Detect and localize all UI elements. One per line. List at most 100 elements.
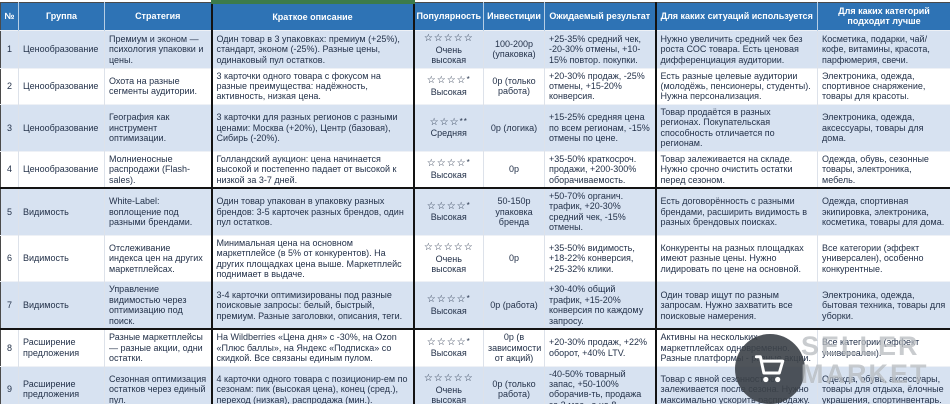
popularity-stars: ☆☆☆**	[419, 117, 480, 129]
star-filled-icon: ☆	[433, 242, 444, 254]
cell-result: -40-50% товарный запас, +50-100% оборачи…	[544, 365, 656, 404]
cell-situations: Один товар ищут по разным запросам. Нужн…	[654, 281, 818, 330]
star-filled-icon: ☆	[463, 242, 474, 254]
star-filled-icon: ☆	[456, 294, 467, 306]
star-empty-icon: *	[463, 116, 468, 126]
cell-popularity: ☆☆☆☆* Высокая	[413, 281, 484, 330]
cell-strategy: White-Label: воплощение под разными брен…	[104, 186, 212, 236]
cell-num: 4	[0, 150, 19, 188]
star-filled-icon: ☆	[443, 242, 454, 254]
cell-categories: Одежда, спортивная экипировка, электрони…	[817, 186, 950, 236]
cell-popularity: ☆☆☆☆* Высокая	[413, 186, 484, 236]
cell-categories: Косметика, подарки, чай/кофе, витамины, …	[817, 30, 950, 69]
star-filled-icon: ☆	[446, 75, 457, 87]
cell-description: 3 карточки одного товара с фокусом на ра…	[210, 67, 415, 105]
popularity-label: Очень высокая	[431, 44, 467, 66]
popularity-stars: ☆☆☆☆☆	[419, 373, 480, 385]
cell-result: +50-70% органич. трафик, +20-30% средний…	[544, 186, 656, 236]
star-filled-icon: ☆	[456, 200, 467, 212]
column-header-categories: Для каких категорий подходит лучше	[817, 2, 950, 31]
cell-investment: 0р	[483, 150, 545, 188]
cell-situations: Есть разные целевые аудитории (молодёжь,…	[654, 67, 818, 105]
cell-description: На Wildberries «Цена дня» с -30%, на Ozo…	[210, 328, 415, 366]
cell-categories: Электроника, одежда, бытовая техника, то…	[817, 281, 950, 330]
cell-strategy: Разные маркетплейсы — разные акции, одни…	[104, 328, 212, 366]
popularity-stars: ☆☆☆☆*	[419, 75, 480, 87]
cell-situations: Активны на нескольких маркетплейсах одно…	[654, 328, 818, 366]
cell-description: Голландский аукцион: цена начинается выс…	[210, 150, 415, 188]
star-filled-icon: ☆	[439, 116, 450, 128]
cell-num: 1	[0, 30, 19, 69]
table-row: 8 Расширение предложения Разные маркетплей…	[0, 328, 950, 366]
cell-popularity: ☆☆☆☆* Высокая	[413, 150, 484, 188]
star-empty-icon: *	[466, 294, 471, 304]
cell-investment: 50-150р упаковка бренда	[483, 186, 545, 236]
table-row: 6 Видимость Отслеживание индекса цен на др…	[0, 234, 950, 282]
star-filled-icon: ☆	[426, 294, 437, 306]
star-filled-icon: ☆	[463, 373, 474, 385]
cell-strategy: Управление видимостью через оптимизацию …	[104, 281, 212, 330]
cell-popularity: ☆☆☆☆* Высокая	[413, 67, 484, 105]
cell-situations: Товар продаётся в разных регионах. Покуп…	[654, 103, 818, 152]
table-row: 1 Ценообразование Премиум и эконом — психо…	[0, 30, 950, 69]
star-filled-icon: ☆	[426, 200, 437, 212]
star-filled-icon: ☆	[453, 242, 464, 254]
star-filled-icon: ☆	[423, 373, 434, 385]
star-filled-icon: ☆	[446, 336, 457, 348]
column-header-strategy: Стратегия	[104, 2, 212, 31]
cell-strategy: Отслеживание индекса цен на других марке…	[104, 234, 212, 282]
cell-popularity: ☆☆☆☆☆ Очень высокая	[413, 365, 484, 404]
column-header-group: Группа	[18, 2, 105, 31]
star-filled-icon: ☆	[426, 336, 437, 348]
cell-result: +20-30% продаж, +22% оборот, +40% LTV.	[544, 328, 656, 366]
star-filled-icon: ☆	[446, 294, 457, 306]
cell-description: Один товар в 3 упаковках: премиум (+25%)…	[210, 30, 415, 69]
cell-group: Расширение предложения	[18, 365, 105, 404]
column-header-result: Ожидаемый результат	[544, 2, 656, 31]
star-filled-icon: ☆	[446, 158, 457, 170]
cell-num: 9	[0, 365, 19, 404]
star-filled-icon: ☆	[433, 373, 444, 385]
cell-categories: Все категории (эффект универсален).	[817, 328, 950, 366]
cell-strategy: География как инструмент оптимизации.	[104, 103, 212, 152]
cell-categories: Одежда, обувь, сезонные товары, электрон…	[817, 150, 950, 188]
cell-categories: Все категории (эффект универсален), особ…	[817, 234, 950, 282]
cell-description: 3 карточки для разных регионов с разными…	[210, 103, 415, 152]
cell-num: 5	[0, 186, 19, 236]
cell-investment: 100-200р (упаковка)	[483, 30, 545, 69]
cell-description: Один товар упакован в упаковку разных бр…	[210, 186, 415, 236]
cell-categories: Электроника, одежда, аксессуары, товары …	[817, 103, 950, 152]
star-filled-icon: ☆	[429, 116, 440, 128]
cell-description: Минимальная цена на основном маркетплейс…	[210, 234, 415, 282]
table-row: 7 Видимость Управление видимостью через оп…	[0, 281, 950, 330]
star-filled-icon: ☆	[436, 75, 447, 87]
star-filled-icon: ☆	[436, 336, 447, 348]
cell-result: +30-40% общий трафик, +15-20% конверсия …	[544, 281, 656, 330]
cell-investment: 0р (в зависимости от акций)	[483, 328, 545, 366]
cell-num: 6	[0, 234, 19, 282]
star-filled-icon: ☆	[423, 33, 434, 45]
cell-investment: 0р	[483, 234, 545, 282]
cell-strategy: Сезонная оптимизация остатков через един…	[104, 365, 212, 404]
cell-strategy: Охота на разные сегменты аудитории.	[104, 67, 212, 105]
cell-strategy: Премиум и эконом — психология упаковки и…	[104, 30, 212, 69]
star-filled-icon: ☆	[453, 33, 464, 45]
cell-result: +35-50% краткосроч. продажи, +200-300% о…	[544, 150, 656, 188]
table-row: 9 Расширение предложения Сезонная оптимиза…	[0, 365, 950, 404]
popularity-stars: ☆☆☆☆*	[419, 158, 480, 170]
star-empty-icon: *	[466, 200, 471, 210]
table-row: 5 Видимость White-Label: воплощение под ра…	[0, 186, 950, 236]
cell-situations: Товар с явной сезонностью залеживается п…	[654, 365, 818, 404]
cell-group: Ценообразование	[18, 67, 105, 105]
star-filled-icon: ☆	[453, 373, 464, 385]
cell-strategy: Молниеносные распродажи (Flash-sales).	[104, 150, 212, 188]
column-header-investment: Инвестиции	[483, 2, 545, 31]
cell-group: Ценообразование	[18, 150, 105, 188]
cell-num: 3	[0, 103, 19, 152]
cell-categories: Электроника, одежда, спортивное снаряжен…	[817, 67, 950, 105]
star-filled-icon: ☆	[423, 242, 434, 254]
star-filled-icon: ☆	[436, 200, 447, 212]
popularity-stars: ☆☆☆☆*	[419, 294, 480, 306]
cell-num: 2	[0, 67, 19, 105]
